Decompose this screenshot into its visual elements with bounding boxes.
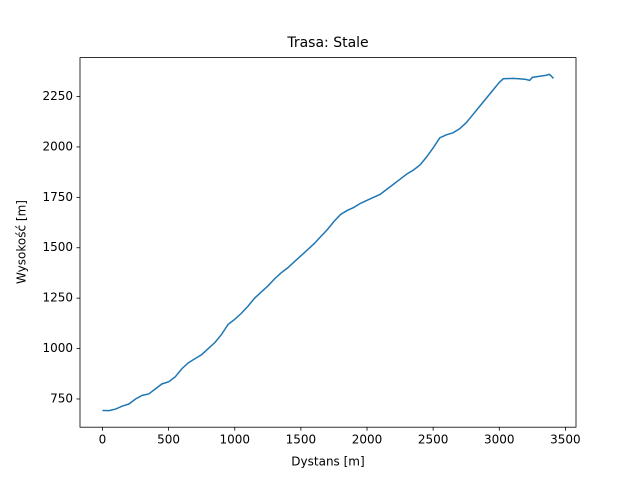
- line: [102, 73, 555, 412]
- y-tick-label: 1000: [42, 341, 73, 355]
- y-tick-label: 1750: [42, 190, 73, 204]
- x-tick-label: 2000: [352, 433, 383, 447]
- x-tick-label: 3500: [550, 433, 581, 447]
- chart-title: Trasa: Stale: [286, 35, 368, 51]
- x-tick-label: 500: [157, 433, 180, 447]
- x-tick-label: 3000: [484, 433, 515, 447]
- x-tick-label: 2500: [418, 433, 449, 447]
- x-axis-label: Dystans [m]: [291, 455, 364, 469]
- y-tick-label: 750: [50, 391, 73, 405]
- plot-frame: [79, 57, 577, 428]
- y-tick-label: 1250: [42, 291, 73, 305]
- x-tick-label: 1500: [286, 433, 317, 447]
- x-tick-label: 0: [99, 433, 107, 447]
- x-tick-label: 1000: [219, 433, 250, 447]
- y-tick-label: 2000: [42, 139, 73, 153]
- y-axis-label: Wysokość [m]: [15, 200, 29, 284]
- y-tick-label: 1500: [42, 240, 73, 254]
- y-tick-label: 2250: [42, 89, 73, 103]
